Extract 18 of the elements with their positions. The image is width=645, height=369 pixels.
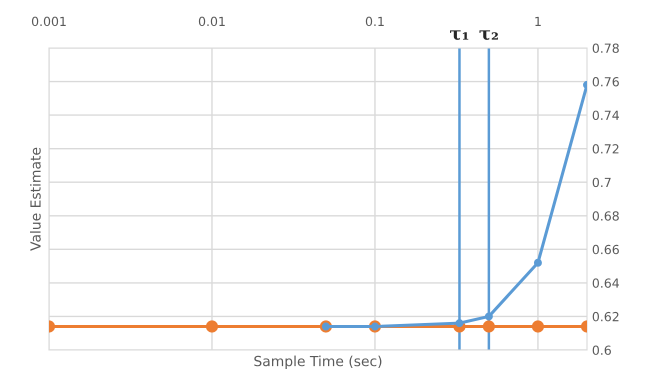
ref-line-label: τ₂ [479,30,498,40]
x-tick-label: 0.1 [366,16,384,26]
y-tick-label: 0.68 [592,211,619,221]
x-tick-label: 0.001 [32,16,66,26]
y-tick-label: 0.6 [592,345,611,355]
y-axis-title: Value Estimate [30,148,41,251]
y-tick-label: 0.72 [592,144,618,154]
x-tick-label: 0.01 [198,16,225,26]
x-tick-label: 1 [535,16,541,26]
y-tick-label: 0.64 [592,278,619,288]
y-tick-label: 0.7 [592,178,611,188]
y-tick-label: 0.62 [592,312,618,322]
y-tick-label: 0.76 [592,77,619,86]
y-tick-label: 0.66 [592,244,619,254]
y-tick-label: 0.78 [592,43,619,53]
ref-line-label: τ₁ [450,30,468,40]
y-tick-label: 0.74 [592,110,619,120]
x-axis-title: Sample Time (sec) [254,356,382,369]
